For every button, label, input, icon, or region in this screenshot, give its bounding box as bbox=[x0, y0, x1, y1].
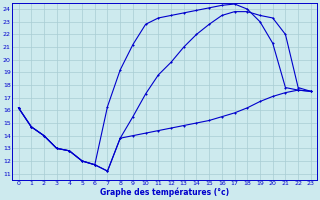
X-axis label: Graphe des températures (°c): Graphe des températures (°c) bbox=[100, 188, 229, 197]
